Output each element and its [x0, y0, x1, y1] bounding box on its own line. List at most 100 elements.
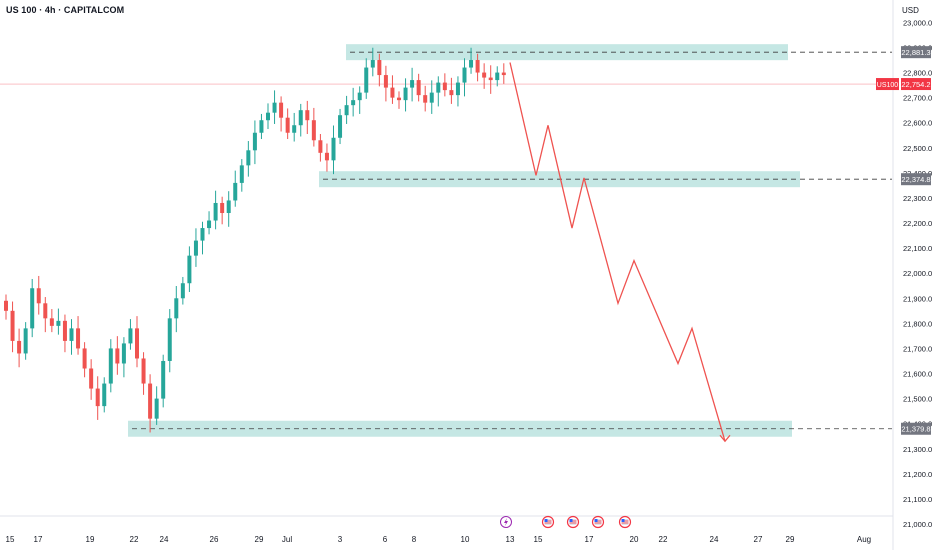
level-price-label-bg — [901, 422, 931, 435]
candle-body — [226, 200, 231, 214]
candle-body — [56, 320, 61, 326]
candle-body — [410, 80, 415, 88]
candle-body — [364, 67, 369, 93]
candle-body — [351, 100, 356, 106]
x-tick-label: 24 — [160, 535, 169, 544]
candle-body — [259, 120, 264, 133]
y-tick-label: 22,600.0 — [903, 119, 932, 128]
candle-body — [23, 328, 28, 354]
candle-body — [298, 110, 303, 126]
y-tick-label: 21,200.0 — [903, 470, 932, 479]
projection-arrowhead — [719, 434, 731, 443]
candle-body — [285, 117, 290, 133]
chart-title: US 100 · 4h · CAPITALCOM — [6, 5, 125, 15]
candle-body — [370, 60, 375, 68]
candle-body — [108, 348, 113, 384]
candle-body — [17, 340, 22, 354]
candle-body — [390, 87, 395, 98]
candle-body — [82, 348, 87, 369]
candle-body — [115, 348, 120, 364]
x-tick-label: Jul — [282, 535, 292, 544]
candle-body — [135, 328, 139, 359]
x-tick-label: 3 — [338, 535, 343, 544]
candle-body — [36, 288, 41, 304]
candle-body — [403, 87, 408, 101]
x-tick-label: 20 — [630, 535, 639, 544]
candle-body — [89, 368, 94, 389]
x-tick-label: 15 — [6, 535, 15, 544]
candle-body — [252, 132, 257, 151]
candle-body — [416, 80, 421, 96]
y-tick-label: 22,500.0 — [903, 144, 932, 153]
x-tick-label: 26 — [210, 535, 219, 544]
us-flag-icon-body — [621, 519, 629, 525]
candle-body — [305, 110, 310, 121]
x-tick-label: 13 — [506, 535, 515, 544]
candle-body — [69, 328, 74, 341]
candle-body — [30, 288, 35, 329]
y-tick-label: 21,500.0 — [903, 395, 932, 404]
x-tick-label: 22 — [659, 535, 668, 544]
candle-body — [344, 105, 349, 116]
x-tick-label: Aug — [857, 535, 871, 544]
x-tick-label: 22 — [130, 535, 139, 544]
candle-body — [43, 303, 48, 319]
y-tick-label: 22,000.0 — [903, 269, 932, 278]
candle-body — [233, 182, 238, 201]
candle-body — [449, 90, 454, 96]
x-tick-label: 24 — [710, 535, 719, 544]
y-tick-label: 21,700.0 — [903, 344, 932, 353]
candle-body — [220, 202, 225, 214]
current-price-label-bg — [901, 78, 931, 91]
candle-body — [141, 358, 146, 384]
candle-body — [128, 328, 133, 344]
x-tick-label: 17 — [34, 535, 43, 544]
symbol-label: US100 — [877, 82, 899, 89]
candle-body — [4, 300, 8, 311]
projection-path — [509, 62, 726, 442]
y-tick-label: 22,300.0 — [903, 194, 932, 203]
candle-body — [121, 343, 126, 364]
candle-body — [239, 165, 244, 183]
us-flag-icon-body — [544, 519, 552, 525]
x-tick-label: 29 — [786, 535, 795, 544]
candle-body — [482, 72, 487, 78]
candle-body — [174, 298, 179, 319]
candle-body — [187, 255, 192, 284]
y-tick-label: 21,000.0 — [903, 520, 932, 529]
candle-body — [377, 60, 382, 76]
y-tick-label: 21,600.0 — [903, 370, 932, 379]
x-tick-label: 27 — [754, 535, 763, 544]
level-price-label: 22,374.8 — [901, 175, 930, 184]
candle-body — [423, 95, 428, 103]
candle-body — [338, 115, 343, 138]
candle-body — [207, 220, 212, 229]
y-tick-label: 21,300.0 — [903, 445, 932, 454]
candle-body — [193, 240, 198, 256]
y-tick-label: 21,100.0 — [903, 495, 932, 504]
candle-body — [246, 150, 251, 166]
candle-body — [180, 283, 185, 299]
candle-body — [62, 320, 67, 341]
currency-label[interactable]: USD — [902, 6, 919, 15]
candle-body — [324, 152, 329, 161]
us-flag-icon-canton — [569, 519, 573, 522]
candle-body — [213, 202, 218, 221]
candle-body — [266, 112, 270, 121]
candle-body — [167, 318, 172, 361]
candle-body — [102, 383, 107, 407]
y-tick-label: 21,800.0 — [903, 319, 932, 328]
candle-body — [495, 72, 500, 81]
candle-body — [161, 360, 166, 399]
us-flag-icon-canton — [544, 519, 548, 522]
us-flag-icon-body — [594, 519, 602, 525]
x-tick-label: 6 — [383, 535, 388, 544]
candle-body — [154, 398, 159, 419]
x-tick-label: 10 — [461, 535, 470, 544]
us-flag-icon-body — [569, 519, 577, 525]
lightning-icon-glyph — [504, 518, 508, 526]
candle-body — [272, 102, 277, 113]
level-price-label-bg — [901, 46, 931, 59]
